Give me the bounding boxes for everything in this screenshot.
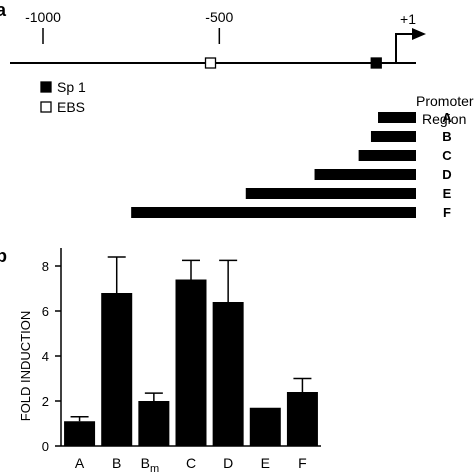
promoter-elements: [204, 57, 382, 69]
panel-a-promoter-map: a -1000 -500 +1 Sp 1 EBS Promoter Region AB…: [0, 0, 474, 220]
x-tick-label: B: [112, 455, 121, 471]
bar-B: [101, 293, 133, 446]
region-label: E: [443, 186, 452, 201]
transcription-start-arrow: [395, 33, 412, 63]
region-label: D: [442, 167, 451, 182]
bar-B_m: [138, 401, 170, 446]
region-bar: [378, 112, 416, 123]
y-tick-label: 4: [42, 349, 49, 364]
bar-D: [212, 302, 244, 446]
x-tick-label: E: [261, 455, 270, 471]
region-header-line1: Promoter: [416, 93, 474, 109]
legend-label: Sp 1: [57, 79, 86, 95]
arrow-head-icon: [412, 28, 426, 40]
element-ebs-box: [204, 57, 217, 69]
panel-b-fold-induction-chart: b FOLD INDUCTION 0 2 4 6 8 A B Bm C D E F: [0, 246, 321, 474]
region-header-line2: Region: [422, 111, 466, 127]
element-sp1-box: [370, 57, 382, 69]
tick-label: -500: [205, 9, 233, 25]
region-bar: [370, 131, 416, 142]
bar-E: [249, 407, 281, 446]
legend-swatch: [40, 101, 52, 113]
region-label: B: [442, 129, 451, 144]
region-label: F: [443, 205, 451, 220]
position-ticks: -1000 -500 +1: [25, 9, 416, 44]
panel-b-label: b: [0, 246, 7, 266]
x-tick-label: A: [75, 455, 85, 471]
y-axis-label: FOLD INDUCTION: [18, 311, 33, 422]
region-bar: [314, 169, 416, 180]
bar-chart: 0 2 4 6 8 A B Bm C D E F: [42, 248, 321, 474]
x-tick-label: D: [223, 455, 233, 471]
tick-label: +1: [400, 11, 416, 27]
bar-C: [175, 279, 207, 446]
region-bar: [131, 207, 416, 218]
y-tick-label: 8: [42, 259, 49, 274]
x-tick-label: Bm: [141, 455, 160, 474]
region-label: A: [442, 110, 452, 125]
bar-A: [64, 421, 96, 446]
legend-label: EBS: [57, 99, 85, 115]
legend-swatch: [40, 81, 52, 93]
y-tick-label: 2: [42, 394, 49, 409]
region-bar: [358, 150, 416, 161]
y-tick-label: 6: [42, 304, 49, 319]
y-tick-label: 0: [42, 439, 49, 454]
region-bar: [245, 188, 416, 199]
panel-a-label: a: [0, 0, 7, 20]
x-tick-label: C: [186, 455, 196, 471]
bar-F: [286, 392, 318, 446]
tick-label: -1000: [25, 9, 61, 25]
legend: Sp 1 EBS: [40, 79, 86, 115]
x-tick-label: F: [298, 455, 307, 471]
region-label: C: [442, 148, 452, 163]
